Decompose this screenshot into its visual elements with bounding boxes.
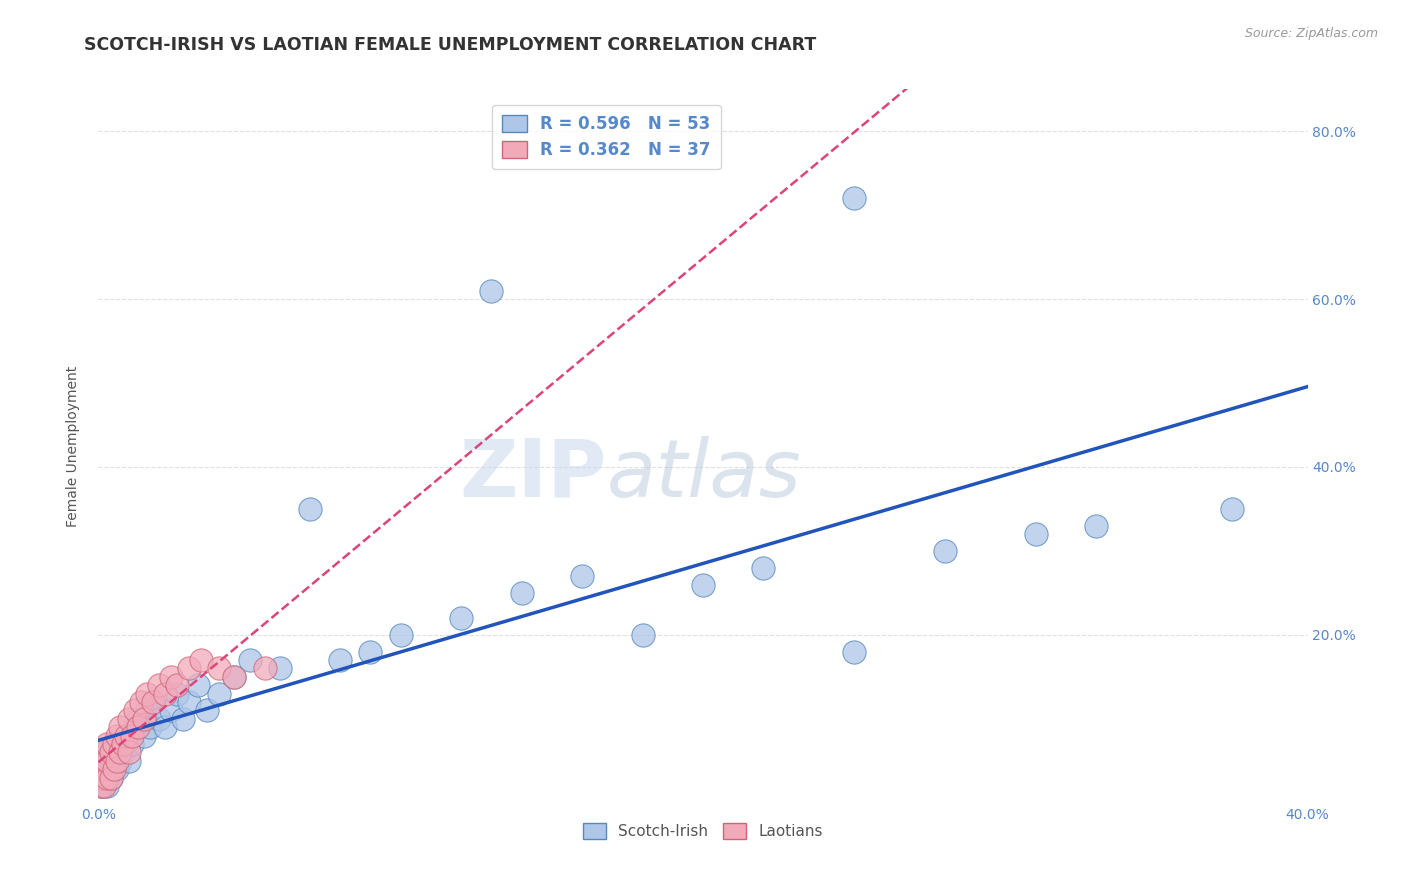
Point	[96, 754, 118, 768]
Point	[148, 712, 170, 726]
Point	[132, 712, 155, 726]
Point	[103, 754, 125, 768]
Point	[103, 762, 125, 776]
Point	[172, 712, 194, 726]
Point	[299, 502, 322, 516]
Point	[142, 695, 165, 709]
Point	[96, 737, 118, 751]
Point	[844, 191, 866, 205]
Point	[90, 754, 112, 768]
Point	[571, 569, 593, 583]
Point	[90, 779, 112, 793]
Point	[93, 779, 115, 793]
Point	[100, 771, 122, 785]
Point	[450, 611, 472, 625]
Point	[208, 661, 231, 675]
Point	[93, 754, 115, 768]
Point	[208, 687, 231, 701]
Point	[166, 687, 188, 701]
Point	[135, 687, 157, 701]
Point	[103, 762, 125, 776]
Point	[844, 645, 866, 659]
Point	[127, 720, 149, 734]
Point	[135, 703, 157, 717]
Point	[269, 661, 291, 675]
Point	[96, 746, 118, 760]
Point	[121, 737, 143, 751]
Point	[389, 628, 412, 642]
Point	[187, 678, 209, 692]
Point	[1024, 527, 1046, 541]
Point	[96, 771, 118, 785]
Point	[111, 746, 134, 760]
Point	[190, 653, 212, 667]
Point	[224, 670, 246, 684]
Point	[114, 737, 136, 751]
Text: ZIP: ZIP	[458, 435, 606, 514]
Point	[96, 771, 118, 785]
Point	[93, 762, 115, 776]
Point	[90, 771, 112, 785]
Point	[118, 746, 141, 760]
Point	[631, 628, 654, 642]
Point	[124, 720, 146, 734]
Point	[93, 762, 115, 776]
Point	[129, 695, 152, 709]
Point	[1085, 518, 1108, 533]
Point	[139, 720, 162, 734]
Point	[179, 695, 201, 709]
Point	[93, 779, 115, 793]
Point	[105, 754, 128, 768]
Point	[108, 720, 131, 734]
Point	[100, 762, 122, 776]
Point	[105, 729, 128, 743]
Point	[142, 695, 165, 709]
Point	[148, 678, 170, 692]
Text: atlas: atlas	[606, 435, 801, 514]
Point	[100, 771, 122, 785]
Point	[108, 746, 131, 760]
Legend: Scotch-Irish, Laotians: Scotch-Irish, Laotians	[576, 817, 830, 845]
Point	[124, 703, 146, 717]
Point	[103, 737, 125, 751]
Point	[100, 746, 122, 760]
Text: SCOTCH-IRISH VS LAOTIAN FEMALE UNEMPLOYMENT CORRELATION CHART: SCOTCH-IRISH VS LAOTIAN FEMALE UNEMPLOYM…	[84, 36, 817, 54]
Point	[118, 754, 141, 768]
Point	[510, 586, 533, 600]
Point	[481, 284, 503, 298]
Y-axis label: Female Unemployment: Female Unemployment	[66, 366, 80, 526]
Point	[153, 720, 176, 734]
Point	[153, 687, 176, 701]
Point	[224, 670, 246, 684]
Point	[166, 678, 188, 692]
Point	[111, 737, 134, 751]
Text: Source: ZipAtlas.com: Source: ZipAtlas.com	[1244, 27, 1378, 40]
Point	[253, 661, 276, 675]
Point	[160, 703, 183, 717]
Point	[179, 661, 201, 675]
Point	[121, 729, 143, 743]
Point	[90, 779, 112, 793]
Point	[96, 779, 118, 793]
Point	[160, 670, 183, 684]
Point	[100, 746, 122, 760]
Point	[360, 645, 382, 659]
Point	[752, 560, 775, 574]
Point	[934, 544, 956, 558]
Point	[1220, 502, 1243, 516]
Point	[93, 746, 115, 760]
Point	[127, 712, 149, 726]
Point	[692, 577, 714, 591]
Point	[239, 653, 262, 667]
Point	[132, 729, 155, 743]
Point	[195, 703, 218, 717]
Point	[105, 737, 128, 751]
Point	[108, 754, 131, 768]
Point	[118, 729, 141, 743]
Point	[114, 729, 136, 743]
Point	[118, 712, 141, 726]
Point	[329, 653, 352, 667]
Point	[90, 771, 112, 785]
Point	[105, 762, 128, 776]
